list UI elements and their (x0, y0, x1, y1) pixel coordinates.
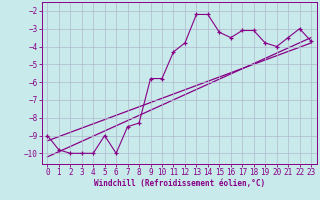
X-axis label: Windchill (Refroidissement éolien,°C): Windchill (Refroidissement éolien,°C) (94, 179, 265, 188)
